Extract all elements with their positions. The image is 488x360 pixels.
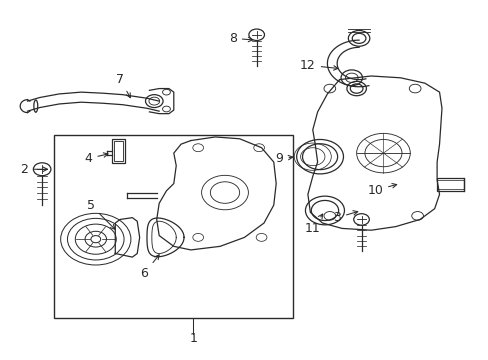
Text: 7: 7 <box>116 73 130 98</box>
Bar <box>112 139 124 163</box>
Text: 10: 10 <box>366 184 396 197</box>
Text: 2: 2 <box>20 163 47 176</box>
Bar <box>114 141 122 161</box>
Text: 1: 1 <box>189 332 197 345</box>
Text: 8: 8 <box>228 32 252 45</box>
Bar <box>436 178 463 192</box>
Bar <box>436 180 463 189</box>
Text: 11: 11 <box>304 214 322 235</box>
Text: 4: 4 <box>84 152 108 165</box>
Text: 9: 9 <box>275 152 292 165</box>
Text: 12: 12 <box>300 59 337 72</box>
Text: 5: 5 <box>87 199 115 229</box>
Bar <box>54 135 293 318</box>
Text: 3: 3 <box>332 211 357 224</box>
Text: 6: 6 <box>141 255 159 280</box>
